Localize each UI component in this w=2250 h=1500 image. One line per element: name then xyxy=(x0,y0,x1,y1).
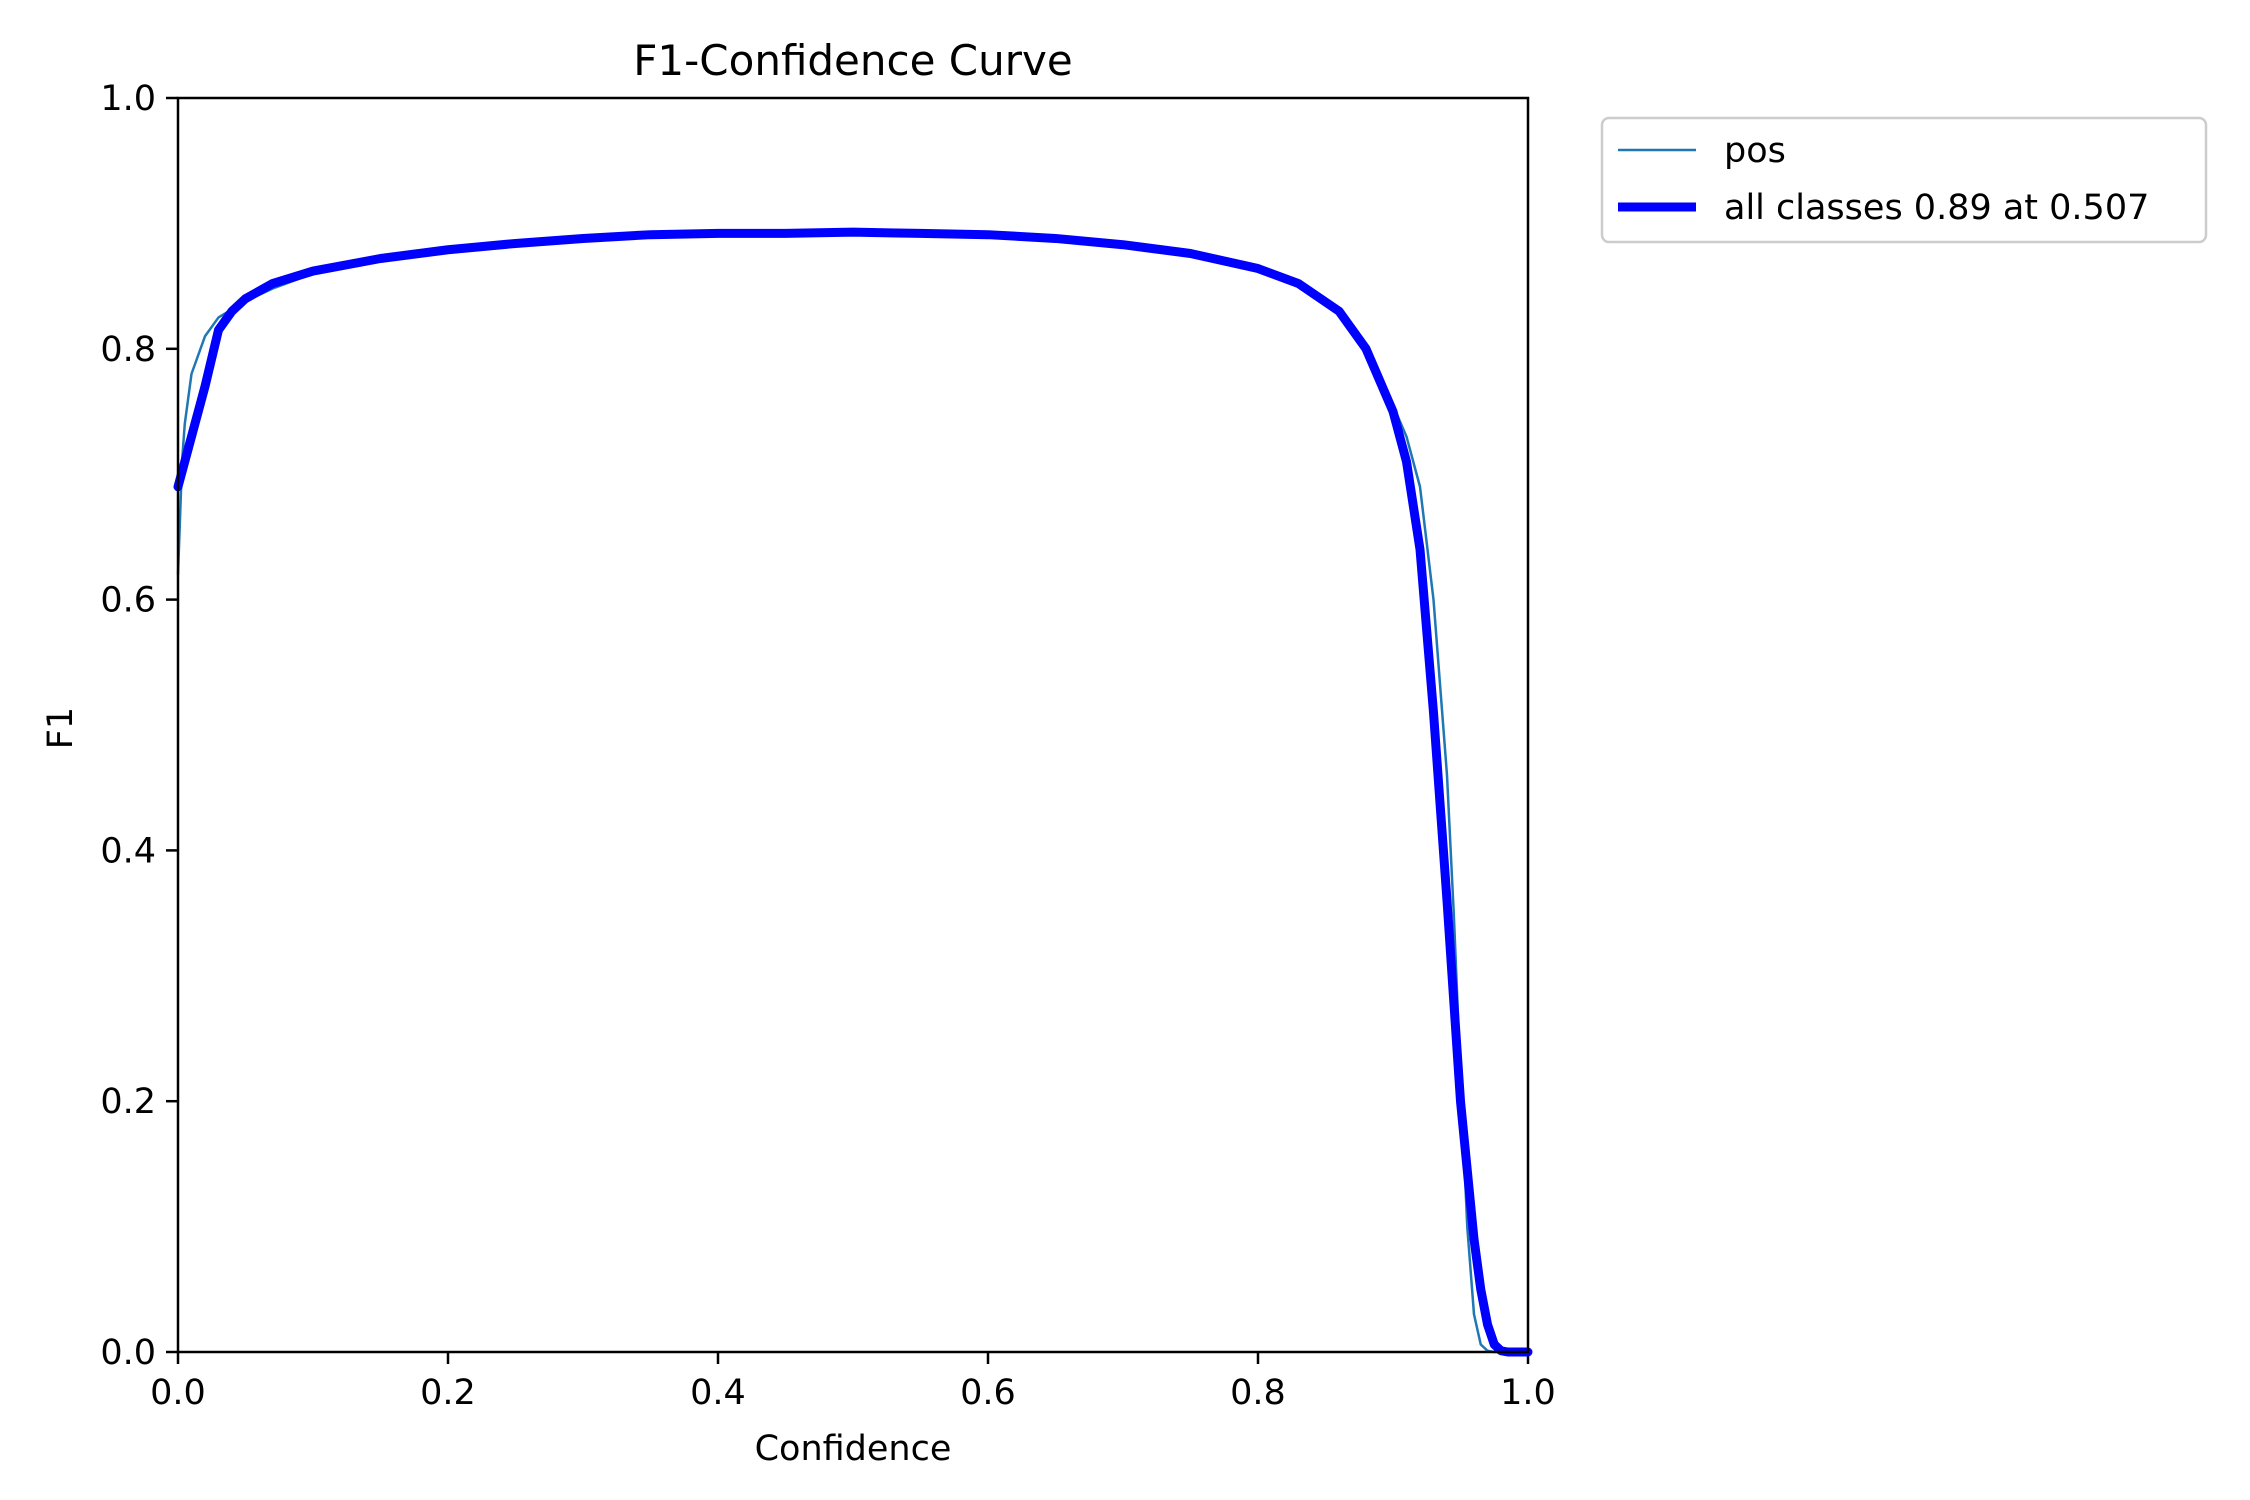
chart-title: F1-Confidence Curve xyxy=(633,36,1072,85)
legend: pos all classes 0.89 at 0.507 xyxy=(1600,116,2208,244)
series-line-pos xyxy=(176,230,1530,1354)
legend-box xyxy=(1600,116,2208,244)
x-tick-label: 0.8 xyxy=(1230,1373,1286,1413)
legend-label-all-classes: all classes 0.89 at 0.507 xyxy=(1724,188,2149,228)
x-tick-label: 0.2 xyxy=(420,1373,476,1413)
series-group xyxy=(173,227,1533,1357)
x-axis-ticks: 0.0 0.2 0.4 0.6 0.8 1.0 xyxy=(150,1352,1556,1413)
x-axis-title: Confidence xyxy=(755,1429,952,1469)
y-tick-label: 0.0 xyxy=(100,1333,156,1373)
y-axis-ticks: 0.0 0.2 0.4 0.6 0.8 1.0 xyxy=(100,79,178,1373)
x-tick-label: 0.4 xyxy=(690,1373,746,1413)
y-tick-label: 0.2 xyxy=(100,1082,156,1122)
y-axis-title: F1 xyxy=(41,707,81,749)
y-tick-label: 0.8 xyxy=(100,330,156,370)
y-tick-label: 1.0 xyxy=(100,79,156,119)
legend-label-pos: pos xyxy=(1724,131,1786,171)
plot-frame xyxy=(176,96,1530,1354)
y-tick-label: 0.6 xyxy=(100,581,156,621)
y-tick-label: 0.4 xyxy=(100,831,156,871)
x-tick-label: 1.0 xyxy=(1500,1373,1556,1413)
series-line-all-classes xyxy=(173,227,1533,1357)
x-tick-label: 0.6 xyxy=(960,1373,1016,1413)
x-tick-label: 0.0 xyxy=(150,1373,206,1413)
